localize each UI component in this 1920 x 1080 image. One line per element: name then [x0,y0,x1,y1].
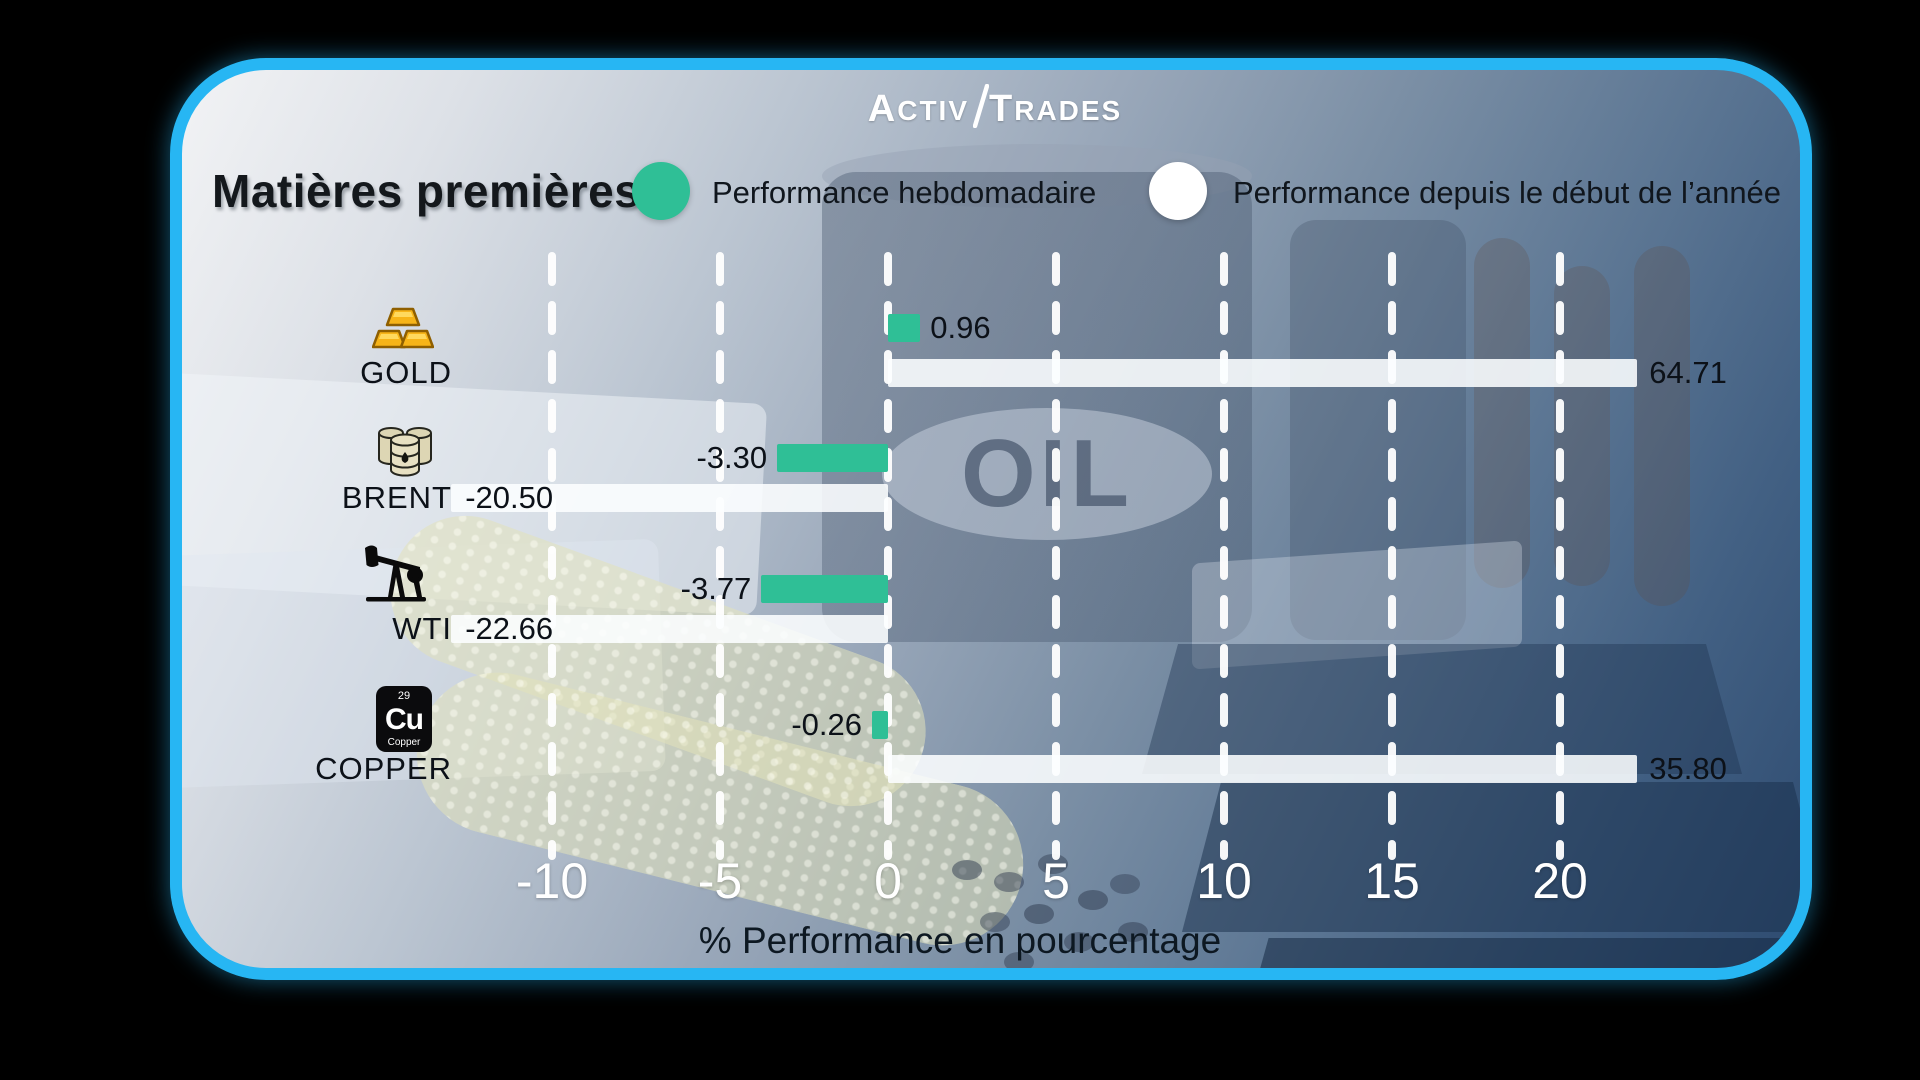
row-label-copper: COPPER [315,751,452,786]
background-oil-label: OIL [882,408,1212,540]
background-oil-barrel [822,172,1252,642]
oil-pump-icon [364,542,428,602]
weekly-legend-dot [632,162,690,220]
background-barrel-2 [1290,220,1466,640]
x-tick-label: -10 [515,853,589,909]
copper-ytd-bar [888,755,1638,783]
gold-weekly-bar [888,314,921,342]
ytd-legend-dot [1149,162,1207,220]
oil-text: OIL [961,420,1133,527]
brent-weekly-value: -3.30 [696,440,768,475]
ytd-legend-label: Performance depuis le début de l’année [1233,175,1782,210]
background-corn-cob [399,655,1041,963]
x-tick-label: 20 [1532,853,1588,909]
brent-ytd-bar [451,484,888,512]
brent-weekly-bar [777,444,888,472]
background-corn-cob [369,494,947,828]
row-label-gold: GOLD [360,355,452,390]
wti-ytd-bar [451,615,888,643]
weekly-legend-label: Performance hebdomadaire [712,175,1097,210]
background-gold-ingot [1232,938,1800,968]
brent-ytd-value: -20.50 [465,480,554,515]
background-copper-pipe [1554,266,1610,586]
logo-text: A [867,88,898,130]
copper-ytd-value: 35.80 [1649,751,1727,786]
background-copper-pipe [1474,238,1530,588]
x-tick-label: 15 [1364,853,1420,909]
x-tick-label: 0 [874,853,902,909]
logo-slash-icon [973,84,989,128]
activtrades-logo: A CTIV T RADES [810,84,1180,130]
x-tick-label: 10 [1196,853,1252,909]
gold-ytd-bar [888,359,1638,387]
gold-ytd-value: 64.71 [1649,355,1727,390]
copper-element-icon: 29 Cu Copper [376,686,432,752]
background-steel-ingot [1192,540,1522,670]
oil-barrels-icon [376,424,434,478]
x-axis-title: % Performance en pourcentage [698,920,1222,961]
row-label-brent: BRENT [341,480,452,515]
background-copper-pipe [1634,246,1690,606]
row-label-wti: WTI [392,611,452,646]
gold-bars-icon [371,306,435,350]
copper-weekly-value: -0.26 [791,707,862,742]
wti-ytd-value: -22.66 [465,611,554,646]
wti-weekly-value: -3.77 [680,571,752,606]
x-tick-label: -5 [697,853,743,909]
page-title: Matières premières [212,165,641,217]
x-tick-label: 5 [1042,853,1070,909]
gold-weekly-value: 0.96 [930,310,991,345]
wti-weekly-bar [761,575,888,603]
copper-weekly-bar [872,711,888,739]
